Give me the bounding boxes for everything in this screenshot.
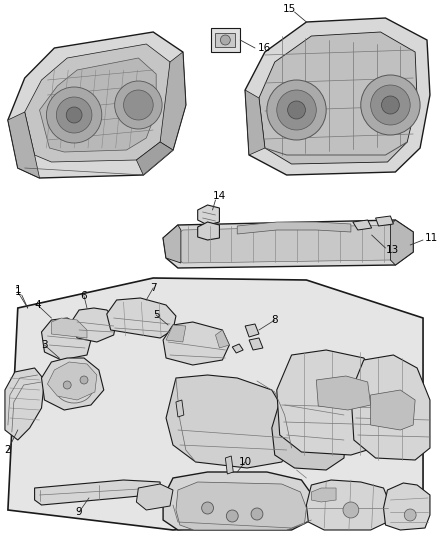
Polygon shape (237, 222, 351, 234)
Polygon shape (215, 33, 235, 47)
Text: 7: 7 (150, 283, 156, 293)
Text: 8: 8 (272, 315, 278, 325)
Polygon shape (163, 225, 181, 263)
Circle shape (46, 87, 102, 143)
Circle shape (115, 81, 162, 129)
Polygon shape (176, 400, 184, 417)
Circle shape (124, 90, 153, 120)
Polygon shape (5, 368, 45, 440)
Polygon shape (42, 358, 104, 410)
Polygon shape (211, 28, 240, 52)
Polygon shape (8, 112, 39, 178)
Text: 4: 4 (34, 300, 41, 310)
Circle shape (251, 508, 263, 520)
Circle shape (226, 510, 238, 522)
Polygon shape (226, 456, 233, 474)
Polygon shape (353, 220, 372, 230)
Polygon shape (136, 484, 173, 510)
Text: 14: 14 (213, 191, 226, 201)
Polygon shape (39, 58, 156, 152)
Polygon shape (107, 298, 176, 338)
Polygon shape (71, 308, 117, 342)
Polygon shape (384, 483, 430, 530)
Circle shape (57, 97, 92, 133)
Circle shape (220, 35, 230, 45)
Polygon shape (390, 220, 413, 265)
Polygon shape (42, 318, 91, 360)
Polygon shape (166, 325, 186, 342)
Polygon shape (163, 322, 230, 365)
Circle shape (63, 381, 71, 389)
Polygon shape (245, 324, 259, 337)
Text: 11: 11 (424, 233, 438, 243)
Polygon shape (272, 392, 346, 470)
Polygon shape (163, 220, 413, 268)
Circle shape (66, 107, 82, 123)
Polygon shape (215, 330, 230, 348)
Text: 13: 13 (386, 245, 399, 255)
Text: 9: 9 (76, 507, 82, 517)
Circle shape (277, 90, 316, 130)
Polygon shape (8, 278, 423, 530)
Polygon shape (170, 225, 405, 263)
Text: 5: 5 (153, 310, 159, 320)
Circle shape (201, 502, 213, 514)
Polygon shape (232, 344, 243, 353)
Text: 3: 3 (41, 340, 48, 350)
Polygon shape (371, 390, 415, 430)
Polygon shape (351, 355, 430, 460)
Polygon shape (259, 32, 417, 164)
Circle shape (404, 509, 416, 521)
Polygon shape (166, 375, 292, 468)
Polygon shape (51, 318, 87, 338)
Polygon shape (311, 488, 336, 502)
Text: 2: 2 (4, 445, 11, 455)
Text: 16: 16 (258, 43, 272, 53)
Text: 6: 6 (81, 291, 87, 301)
Polygon shape (316, 376, 371, 410)
Polygon shape (277, 350, 393, 455)
Circle shape (80, 376, 88, 384)
Circle shape (288, 101, 305, 119)
Polygon shape (160, 52, 186, 150)
Polygon shape (245, 90, 265, 155)
Polygon shape (47, 362, 97, 400)
Polygon shape (245, 18, 430, 175)
Circle shape (343, 502, 359, 518)
Circle shape (361, 75, 420, 135)
Polygon shape (198, 222, 219, 240)
Text: 10: 10 (239, 457, 252, 467)
Polygon shape (35, 480, 160, 505)
Polygon shape (249, 338, 263, 350)
Polygon shape (25, 44, 170, 162)
Text: 1: 1 (14, 287, 21, 297)
Polygon shape (176, 482, 307, 530)
Polygon shape (198, 205, 219, 225)
Circle shape (371, 85, 410, 125)
Polygon shape (136, 142, 173, 175)
Polygon shape (163, 472, 314, 530)
Circle shape (381, 96, 399, 114)
Polygon shape (8, 32, 186, 178)
Circle shape (267, 80, 326, 140)
Text: 15: 15 (283, 4, 296, 14)
Polygon shape (307, 480, 390, 530)
Text: 1: 1 (14, 285, 21, 295)
Polygon shape (376, 216, 393, 226)
